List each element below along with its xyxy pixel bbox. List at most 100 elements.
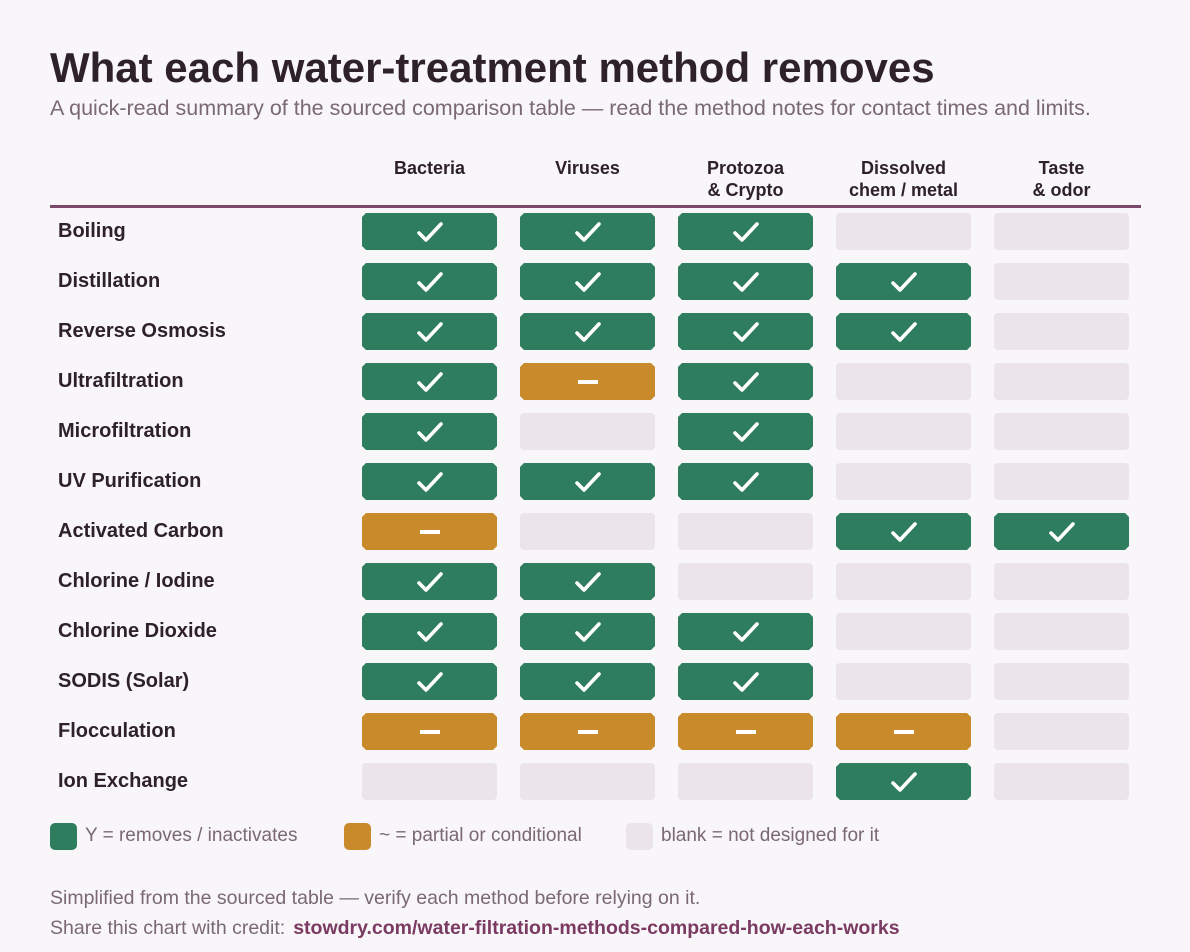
cell-removes [836, 263, 971, 300]
cell-blank [994, 463, 1129, 500]
legend-item-removes: Y = removes / inactivates [50, 822, 297, 850]
chart-subtitle: A quick-read summary of the sourced comp… [50, 96, 1091, 120]
check-icon [416, 320, 444, 344]
check-icon [732, 320, 760, 344]
check-icon [732, 670, 760, 694]
partial-swatch [344, 822, 371, 850]
cell-removes [520, 613, 655, 650]
cell-blank [994, 313, 1129, 350]
cell-blank [994, 213, 1129, 250]
check-icon [574, 220, 602, 244]
legend-item-partial: ~ = partial or conditional [344, 822, 582, 850]
check-icon [890, 770, 918, 794]
check-icon [732, 270, 760, 294]
cell-blank [520, 763, 655, 800]
dash-icon [420, 730, 440, 734]
cell-removes [362, 613, 497, 650]
check-icon [416, 620, 444, 644]
cell-removes [678, 313, 813, 350]
check-icon [732, 370, 760, 394]
cell-removes [678, 213, 813, 250]
cell-removes [520, 663, 655, 700]
row-label: Activated Carbon [58, 520, 224, 542]
legend-label: blank = not designed for it [661, 825, 880, 846]
dash-icon [578, 730, 598, 734]
check-icon [574, 270, 602, 294]
cell-blank [678, 563, 813, 600]
row-label: Distillation [58, 270, 161, 292]
cell-removes [678, 413, 813, 450]
credit-link[interactable]: stowdry.com/water-filtration-methods-com… [293, 917, 900, 939]
column-header: Bacteria [393, 158, 466, 178]
dash-icon [420, 530, 440, 534]
check-icon [416, 470, 444, 494]
check-icon [574, 670, 602, 694]
cell-removes [836, 513, 971, 550]
chart-title: What each water-treatment method removes [50, 44, 935, 91]
cell-removes [520, 263, 655, 300]
cell-removes [520, 463, 655, 500]
cell-removes [362, 363, 497, 400]
row-label: Flocculation [58, 720, 176, 742]
cell-removes [520, 313, 655, 350]
cell-blank [994, 363, 1129, 400]
cell-blank [520, 413, 655, 450]
cell-removes [836, 313, 971, 350]
dash-icon [894, 730, 914, 734]
cell-removes [678, 363, 813, 400]
cell-blank [836, 463, 971, 500]
cell-partial [362, 513, 497, 550]
check-icon [1048, 520, 1076, 544]
check-icon [416, 270, 444, 294]
legend-label: ~ = partial or conditional [379, 825, 582, 846]
cell-removes [520, 213, 655, 250]
cell-removes [362, 263, 497, 300]
cell-blank [836, 363, 971, 400]
blank-swatch [626, 822, 653, 850]
column-header: Taste & odor [1032, 158, 1091, 200]
cell-blank [362, 763, 497, 800]
cell-removes [362, 413, 497, 450]
cell-removes [678, 463, 813, 500]
check-icon [732, 620, 760, 644]
cell-removes [362, 663, 497, 700]
cell-blank [994, 663, 1129, 700]
cell-blank [836, 413, 971, 450]
cell-removes [362, 563, 497, 600]
check-icon [416, 220, 444, 244]
cell-blank [836, 663, 971, 700]
row-label: Ultrafiltration [58, 370, 184, 392]
check-icon [574, 620, 602, 644]
check-icon [890, 320, 918, 344]
row-label: SODIS (Solar) [58, 670, 190, 692]
row-label: Reverse Osmosis [58, 320, 226, 342]
check-icon [574, 570, 602, 594]
check-icon [890, 270, 918, 294]
row-label: Boiling [58, 220, 126, 242]
check-icon [732, 220, 760, 244]
row-label: UV Purification [58, 470, 202, 492]
cell-blank [994, 413, 1129, 450]
check-icon [416, 370, 444, 394]
cell-partial [678, 713, 813, 750]
cell-removes [678, 263, 813, 300]
cell-partial [362, 713, 497, 750]
cell-removes [362, 213, 497, 250]
cell-removes [678, 613, 813, 650]
cell-removes [520, 563, 655, 600]
check-icon [416, 570, 444, 594]
column-header: Dissolved chem / metal [848, 158, 959, 200]
header-divider [50, 205, 1141, 208]
cell-removes [836, 763, 971, 800]
cell-blank [994, 263, 1129, 300]
check-icon [416, 420, 444, 444]
dash-icon [578, 380, 598, 384]
check-icon [890, 520, 918, 544]
cell-partial [520, 713, 655, 750]
cell-blank [836, 563, 971, 600]
removes-swatch [50, 822, 77, 850]
row-label: Chlorine Dioxide [58, 620, 217, 642]
column-header: Viruses [555, 158, 620, 178]
check-icon [574, 470, 602, 494]
column-header: Protozoa & Crypto [706, 158, 784, 200]
